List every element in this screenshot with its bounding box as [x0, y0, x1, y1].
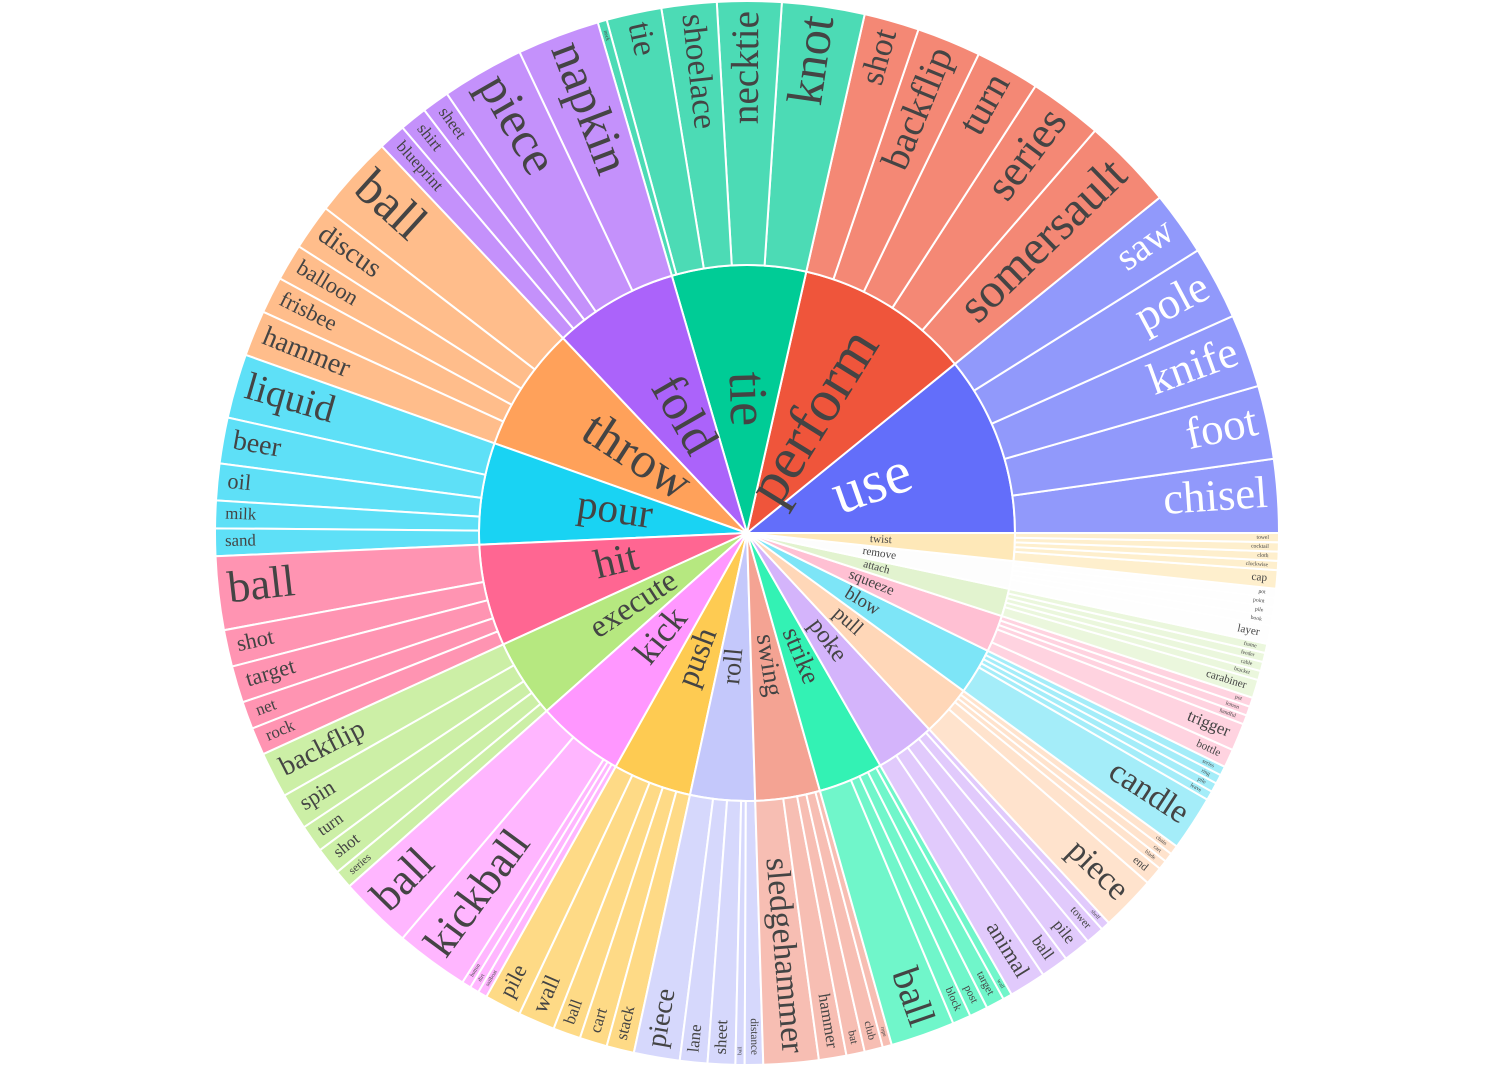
slice-label: towel — [1257, 535, 1270, 541]
slice-label: point — [1253, 597, 1266, 605]
child-slice — [1013, 532, 1281, 544]
slice-label: bat — [845, 1029, 860, 1046]
slice-label: sheet — [711, 1019, 732, 1055]
slice-label: ball — [737, 1046, 743, 1055]
slice-label: pour — [574, 480, 656, 537]
slice-label: pile — [1196, 776, 1207, 786]
slice-label: frame — [1243, 640, 1258, 650]
slice-label: distance — [748, 1018, 760, 1055]
slice-label: oil — [226, 468, 252, 495]
slice-label: layer — [1236, 622, 1261, 638]
slice-label: wall — [995, 978, 1005, 990]
slice-label: cocktail — [1251, 544, 1269, 550]
slice-label: leave — [1189, 783, 1203, 794]
slice-label: necktie — [724, 11, 767, 124]
slice-label: rope — [879, 1026, 888, 1038]
slice-label: milk — [225, 504, 257, 524]
slice-label: chisel — [1161, 467, 1269, 524]
slice-label: cloth — [1257, 553, 1269, 559]
slice-label: bracket — [1233, 666, 1251, 676]
slice-label: cap — [1251, 571, 1268, 584]
slice-label: pile — [1254, 606, 1264, 613]
slice-label: lemon — [1225, 700, 1240, 710]
slice-label: clockwise — [1245, 561, 1268, 568]
slice-label: book — [1250, 615, 1262, 623]
slice-label: tie — [718, 371, 780, 427]
slice-label: sand — [225, 530, 257, 550]
slice-label: knot — [776, 12, 844, 109]
slice-label: cable — [1240, 658, 1253, 667]
slice-label: lane — [683, 1023, 705, 1053]
slice-label: cart — [1152, 844, 1163, 854]
slice-label: ball — [225, 555, 297, 612]
slice-label: ring — [1200, 768, 1211, 778]
slice-label: remove — [862, 545, 897, 562]
slice-label: series — [1201, 758, 1215, 769]
slice-label: dirt — [477, 973, 486, 983]
slice-label: neck — [602, 30, 611, 42]
slice-label: tie — [621, 18, 664, 59]
slice-label: pot — [1258, 589, 1266, 596]
slice-label: roll — [716, 647, 748, 686]
slice-label: club — [861, 1020, 877, 1042]
slice-label: twist — [870, 533, 893, 546]
slice-label: feeder — [1240, 648, 1255, 658]
slice-label: pot — [1234, 694, 1243, 702]
